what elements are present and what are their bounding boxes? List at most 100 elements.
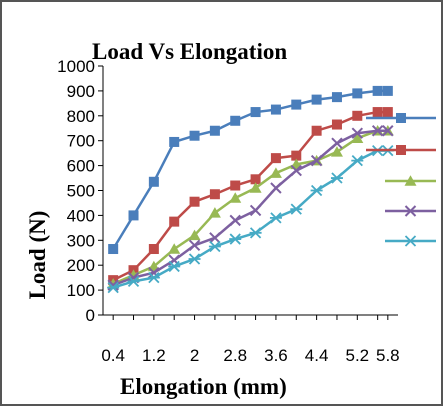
y-tick-label: 900 [67,82,95,101]
x-tick-label: 2.8 [223,346,247,365]
data-point [209,189,220,200]
data-point [209,125,220,136]
data-point [107,281,120,294]
data-point [229,214,241,227]
y-tick-label: 600 [67,157,95,176]
data-point [270,182,282,194]
data-point [148,244,159,255]
y-tick-label: 300 [67,231,95,250]
data-point [351,154,364,167]
y-tick-label: 800 [67,107,95,126]
data-point [331,92,342,103]
data-point [372,85,383,96]
data-point [230,180,241,191]
y-axis-title: Load (N) [25,211,50,300]
data-point [371,125,384,137]
data-point [382,107,393,118]
data-point [290,164,302,177]
x-tick-label: 4.4 [305,346,329,365]
data-point [229,192,242,203]
x-tick-label: 2 [190,346,199,365]
data-point [311,94,322,105]
series-4 [107,125,394,291]
data-point [396,145,406,155]
data-point [404,205,417,217]
data-point [208,240,221,253]
data-point [310,184,323,197]
legend-entry [385,205,436,217]
y-tick-label: 500 [67,182,95,201]
data-point [148,176,159,187]
y-tick-label: 200 [67,256,95,275]
x-tick-label: 0.4 [101,346,125,365]
series-1 [108,85,393,255]
axes: 0 100 200 300 400 500 600 700 800 900 1000 0.4 1.2 2 2… [57,57,399,365]
data-point [269,167,282,178]
series-5 [107,145,394,294]
data-point [208,207,221,218]
data-point [291,150,302,161]
data-point [351,132,364,143]
data-point [168,260,181,273]
data-point [188,253,201,265]
data-point [382,125,394,137]
legend [366,113,436,247]
data-point [230,115,241,126]
data-point [147,272,160,284]
data-point [382,85,393,96]
data-point [169,136,180,147]
data-point [291,99,302,110]
y-tick-label: 100 [67,281,95,300]
data-point [270,153,281,164]
data-point [189,130,200,141]
y-tick-label: 0 [86,306,95,325]
data-point [249,182,262,193]
series-layer [107,85,394,294]
data-point [168,243,181,254]
data-point [250,107,261,118]
y-tick-label: 400 [67,206,95,225]
data-point [290,203,303,215]
data-point [352,88,363,99]
data-point [249,227,262,239]
data-point [269,212,282,224]
data-point [270,104,281,115]
data-point [372,107,383,118]
y-tick-label: 1000 [57,57,95,76]
data-point [404,235,417,247]
legend-entry [385,235,436,247]
data-point [351,127,364,139]
data-point [330,146,343,157]
data-point [127,275,140,288]
data-point [250,174,261,185]
data-point [311,125,322,136]
data-point [189,196,200,207]
x-tick-label: 5.8 [376,346,400,365]
data-point [396,113,406,123]
chart-title: Load Vs Elongation [92,39,287,64]
x-axis-title: Elongation (mm) [120,374,287,399]
data-point [352,110,363,121]
data-point [209,232,221,244]
data-point [169,216,180,227]
data-point [310,154,323,167]
data-point [108,244,119,255]
legend-entry [366,113,436,123]
legend-entry [385,175,436,186]
data-point [249,204,262,217]
data-point [330,172,343,184]
x-tick-label: 5.2 [345,346,369,365]
y-tick-label: 700 [67,132,95,151]
data-point [188,229,201,241]
x-tick-label: 1.2 [142,346,166,365]
data-point [331,119,342,130]
data-point [229,233,242,245]
legend-entry [366,145,436,155]
x-tick-label: 3.6 [264,346,288,365]
data-point [128,210,139,221]
data-point [188,239,201,251]
data-point [404,175,417,186]
